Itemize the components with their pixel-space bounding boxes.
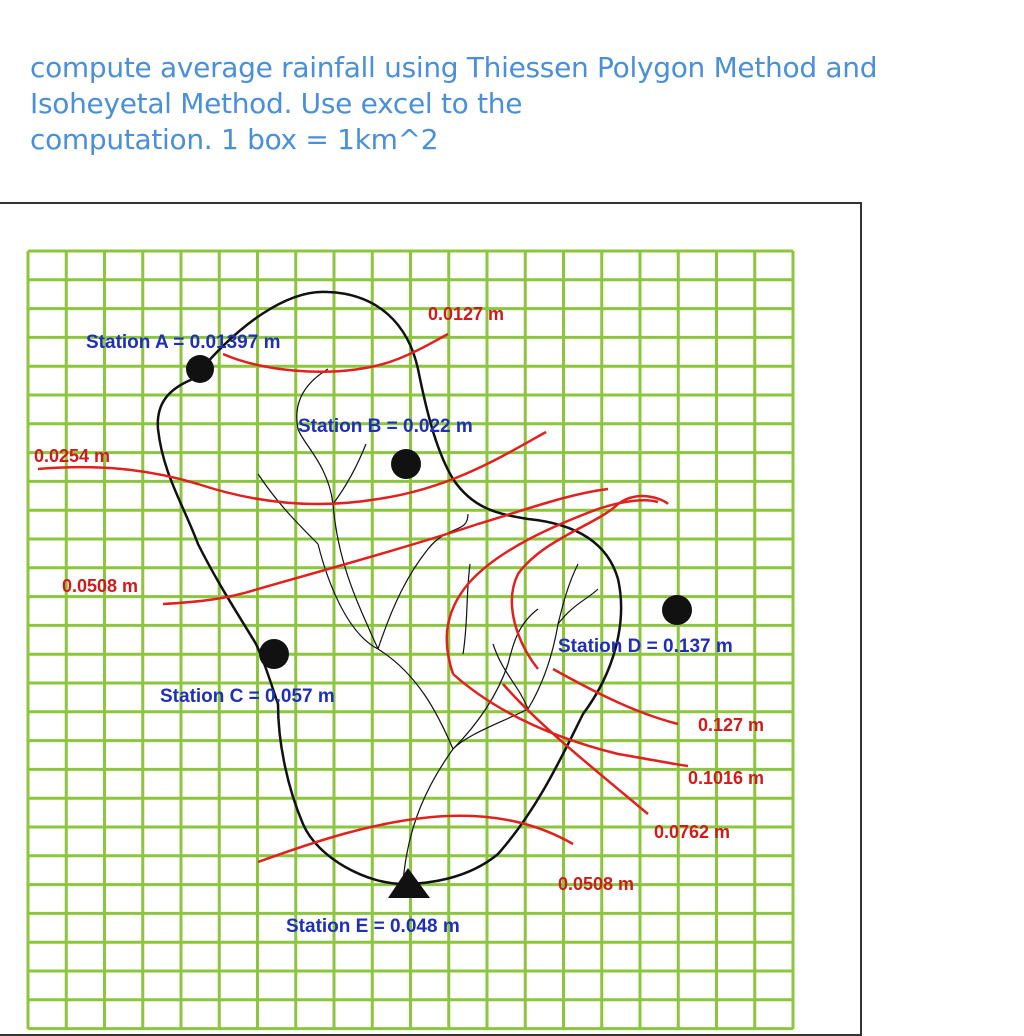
stream-network — [257, 368, 599, 883]
isohyet-0-0508-top — [162, 487, 609, 606]
station-e-label: Station E = 0.048 m — [286, 916, 460, 937]
isohyet-label-0-1016: 0.1016 m — [688, 768, 764, 788]
isohyet-0-0508-bottom — [257, 814, 574, 864]
isohyet-label-0-0127: 0.0127 m — [428, 304, 504, 324]
watershed-map: Station A = 0.01397 m Station B = 0.022 … — [26, 249, 795, 1031]
isohyet-0-127 — [510, 494, 669, 670]
station-d-marker — [662, 595, 692, 625]
isohyet-label-0-0254: 0.0254 m — [34, 446, 110, 466]
station-c-marker — [259, 639, 289, 669]
grid — [26, 249, 795, 1031]
isohyet-0-0762 — [502, 683, 649, 815]
isohyet-0-1016 — [445, 499, 659, 675]
isohyet-0-0127 — [222, 332, 449, 373]
station-b-label: Station B = 0.022 m — [298, 416, 473, 437]
isohyet-label-0-127: 0.127 m — [698, 715, 764, 735]
station-c-label: Station C = 0.057 m — [160, 686, 335, 707]
isohyet-0-127-tail — [552, 667, 679, 726]
question-line-1: compute average rainfall using Thiessen … — [30, 51, 878, 84]
isohyets — [37, 332, 689, 864]
catchment-boundary — [156, 290, 623, 886]
isohyet-label-0-0508-top: 0.0508 m — [62, 576, 138, 596]
question-text: compute average rainfall using Thiessen … — [30, 50, 990, 158]
question-line-2: Isoheyetal Method. Use excel to the — [30, 87, 523, 120]
figure-frame: Station A = 0.01397 m Station B = 0.022 … — [0, 202, 862, 1036]
isohyet-label-0-0762: 0.0762 m — [654, 822, 730, 842]
station-a-marker — [186, 355, 214, 383]
station-b-marker — [391, 449, 421, 479]
isohyet-0-0254 — [37, 430, 547, 506]
isohyet-label-0-0508-bottom: 0.0508 m — [558, 874, 634, 894]
station-d-label: Station D = 0.137 m — [558, 636, 733, 657]
station-a-label: Station A = 0.01397 m — [86, 332, 280, 353]
station-e-marker — [388, 868, 430, 898]
question-line-3: computation. 1 box = 1km^2 — [30, 123, 439, 156]
isohyet-0-1016-tail — [452, 673, 689, 768]
